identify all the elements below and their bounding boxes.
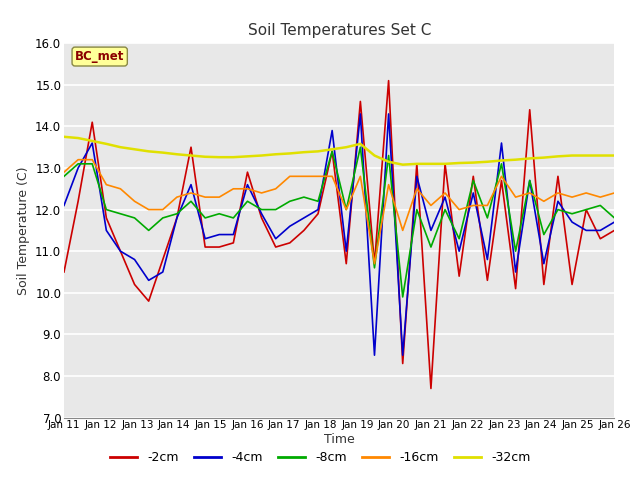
Legend: -2cm, -4cm, -8cm, -16cm, -32cm: -2cm, -4cm, -8cm, -16cm, -32cm: [104, 446, 536, 469]
X-axis label: Time: Time: [324, 433, 355, 446]
Title: Soil Temperatures Set C: Soil Temperatures Set C: [248, 23, 431, 38]
Y-axis label: Soil Temperature (C): Soil Temperature (C): [17, 166, 29, 295]
Text: BC_met: BC_met: [75, 50, 124, 63]
